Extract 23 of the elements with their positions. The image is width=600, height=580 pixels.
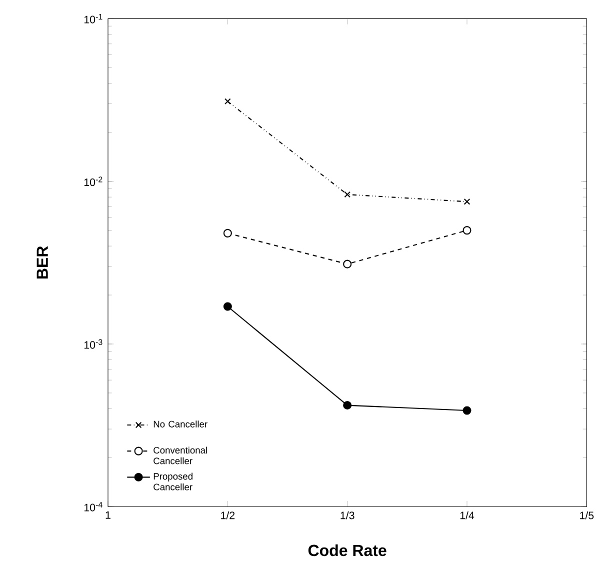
point [224,98,231,105]
point [343,401,352,410]
x-tick-label: 1/2 [221,511,235,520]
y-tick-label: 10$^{-2}$ [84,176,102,186]
legend-label: Conventional Canceller [154,446,207,464]
point [343,260,352,268]
x-axis-title: Code Rate [308,544,386,556]
point [462,226,472,235]
x-tick-label: 1 [106,511,110,519]
x-tick-label: 1/4 [460,511,474,520]
y-tick-label: 10$^{-3}$ [84,339,102,349]
y-axis-title: BER [36,246,48,278]
x-tick-label: 1/5 [580,511,594,520]
point [344,191,351,198]
point [223,302,232,311]
legend-label: Proposed Canceller [154,472,192,490]
point [464,198,470,205]
point [223,228,232,238]
y-tick-label: 10$^{-1}$ [84,14,102,24]
legend-label: No Canceller [154,420,208,428]
y-tick-label: 10$^{-4}$ [84,502,102,512]
x-tick-label: 1/3 [340,511,354,520]
point [462,406,472,415]
